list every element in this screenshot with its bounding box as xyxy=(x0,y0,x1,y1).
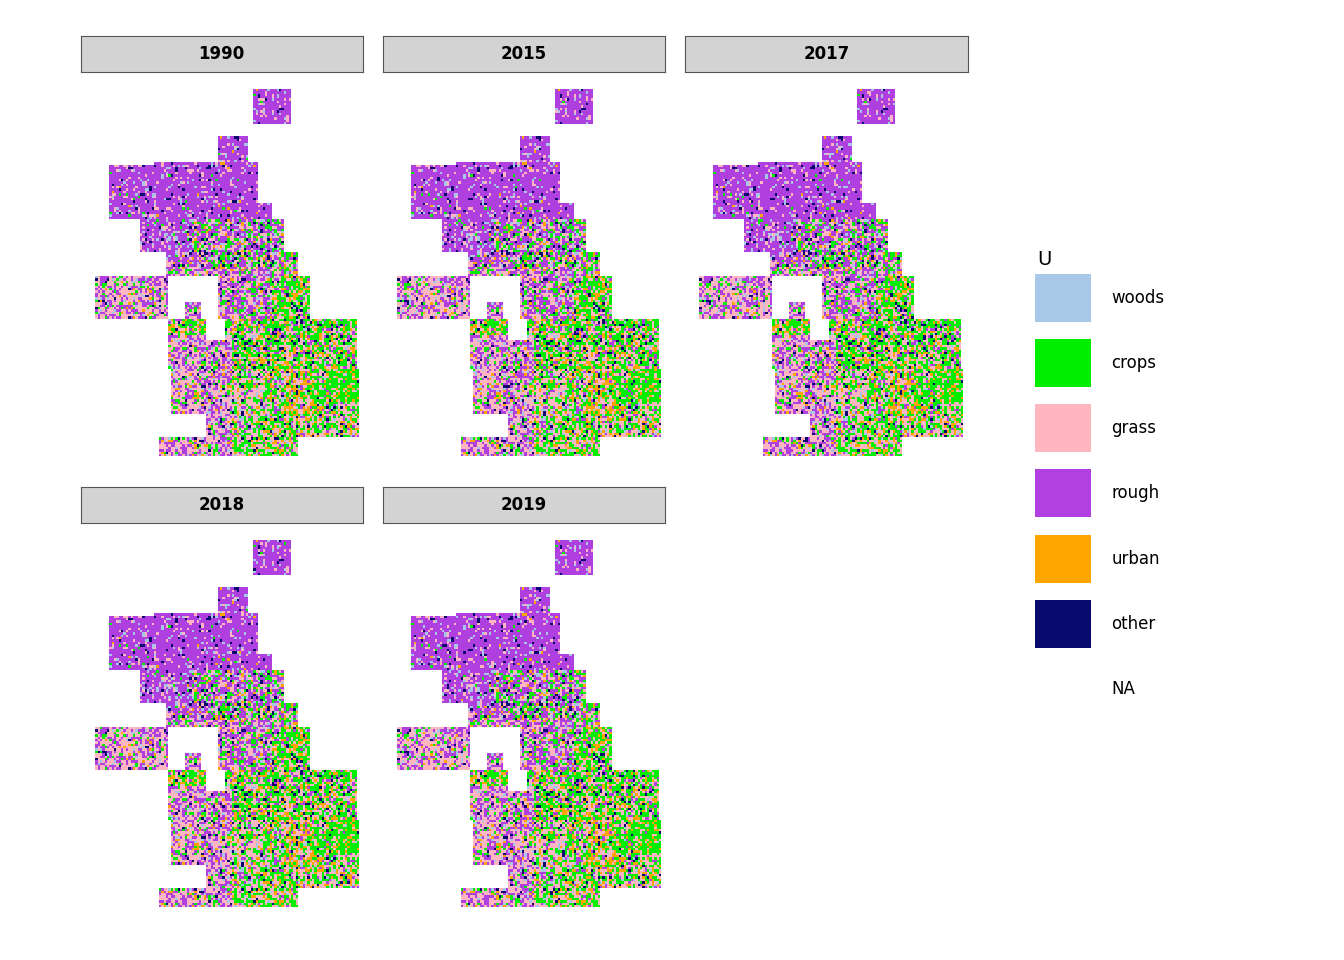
Text: NA: NA xyxy=(1111,681,1136,698)
Text: 2015: 2015 xyxy=(501,45,547,62)
Text: urban: urban xyxy=(1111,550,1160,567)
Text: grass: grass xyxy=(1111,420,1156,437)
Text: other: other xyxy=(1111,615,1156,633)
Text: 2019: 2019 xyxy=(501,496,547,514)
Text: rough: rough xyxy=(1111,485,1160,502)
Text: 2018: 2018 xyxy=(199,496,245,514)
Text: 1990: 1990 xyxy=(199,45,245,62)
Text: crops: crops xyxy=(1111,354,1156,372)
Text: U: U xyxy=(1038,250,1052,269)
Text: 2017: 2017 xyxy=(804,45,849,62)
Text: woods: woods xyxy=(1111,289,1165,306)
